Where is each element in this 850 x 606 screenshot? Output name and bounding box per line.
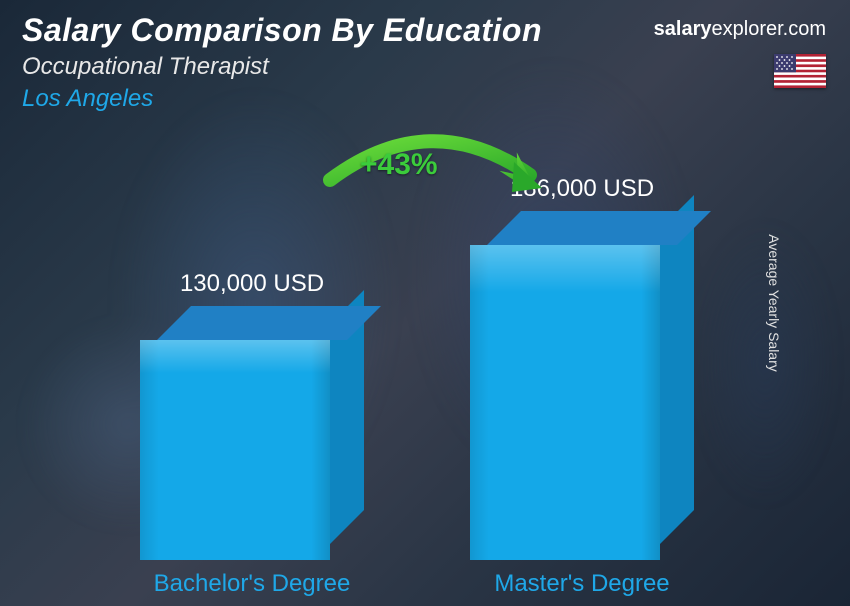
brand-tld: .com (783, 18, 826, 40)
bar-category-label: Bachelor's Degree (122, 570, 382, 598)
bar-front (140, 340, 330, 560)
brand-name-bold: salary (654, 18, 712, 40)
brand-logo: salaryexplorer.com (654, 18, 826, 41)
y-axis-label: Average Yearly Salary (765, 234, 781, 372)
bar-category-label: Master's Degree (452, 570, 712, 598)
bar-side (660, 195, 694, 544)
flag-icon (774, 54, 826, 88)
increase-percent-badge: +43% (360, 148, 438, 182)
bar-group: 186,000 USDMaster's Degree (470, 211, 694, 560)
chart-subtitle: Occupational Therapist (22, 53, 828, 81)
bar-top (157, 306, 381, 340)
bar-front (470, 245, 660, 560)
bar-group: 130,000 USDBachelor's Degree (140, 306, 364, 560)
brand-name-rest: explorer (712, 18, 783, 40)
chart-location: Los Angeles (22, 85, 828, 113)
bar-value-label: 130,000 USD (122, 270, 382, 298)
increase-arrow-icon (300, 120, 580, 240)
